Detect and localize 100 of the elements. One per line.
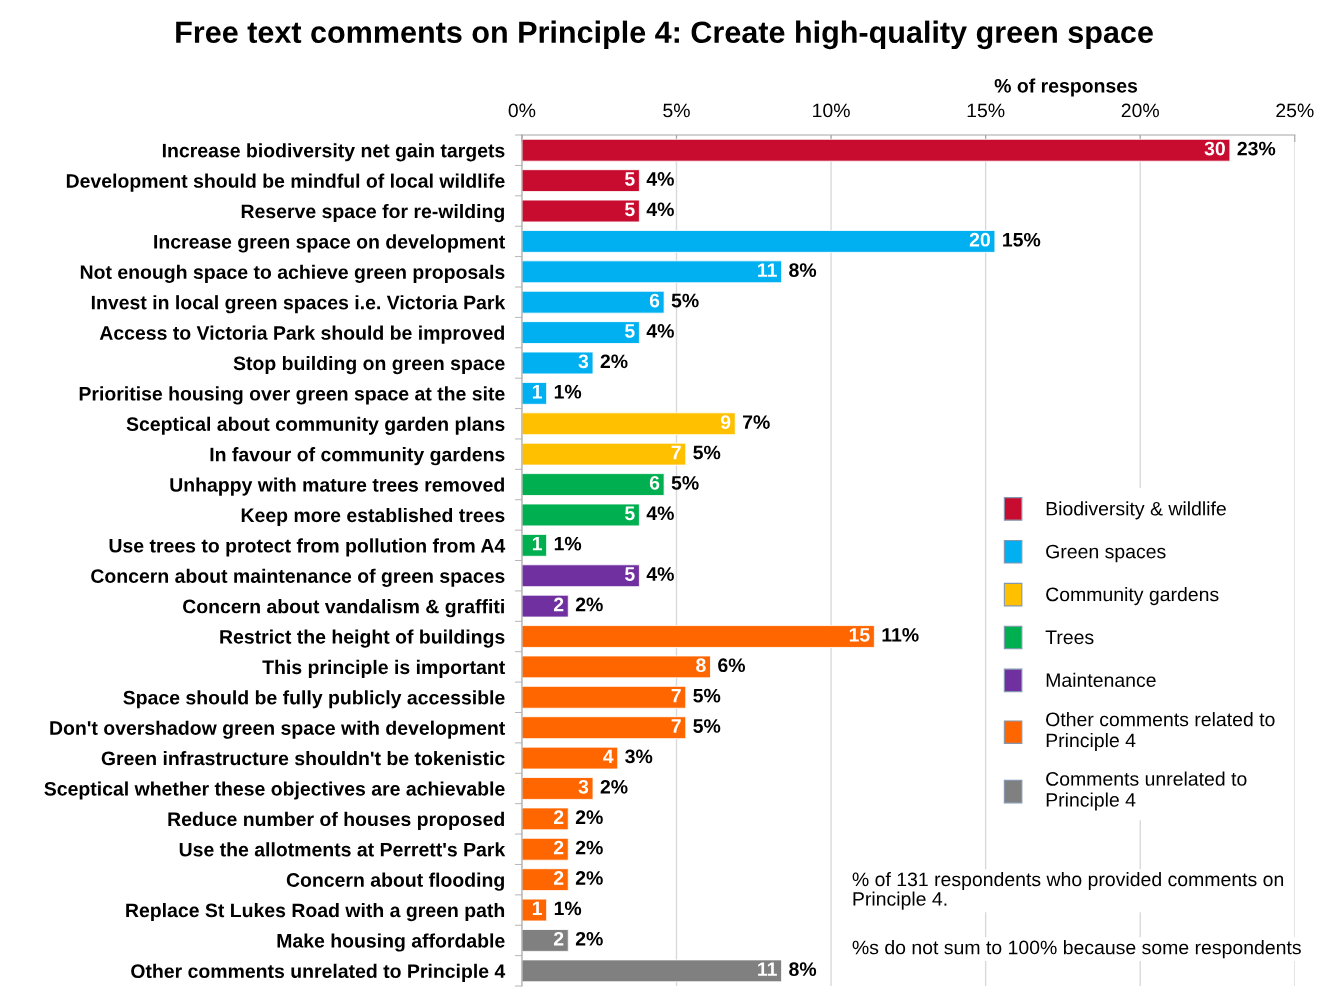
- x-tick-label: 10%: [813, 103, 850, 118]
- annotation: 11: [758, 263, 777, 277]
- annotation: 2: [553, 871, 564, 885]
- bar: [521, 625, 875, 648]
- annotation: 6: [649, 293, 660, 308]
- data-label: 23%: [1237, 141, 1276, 156]
- data-label: 8%: [789, 962, 817, 977]
- y-tick-label: Sceptical whether these objectives are achievable: [44, 781, 505, 800]
- data-label: 3%: [625, 749, 653, 764]
- y-tick-label: Reduce number of houses proposed: [168, 811, 504, 830]
- data-label: 1%: [554, 536, 582, 551]
- annotation: 4: [603, 749, 614, 764]
- bar: [521, 746, 619, 770]
- y-tick-label: Use the allotments at Perrett's Park: [179, 842, 506, 857]
- y-tick-label: Concern about vandalism & graffiti: [183, 599, 504, 618]
- bar: [521, 777, 594, 800]
- bar: [521, 868, 569, 892]
- y-tick-label: Stop building on green space: [233, 355, 505, 375]
- bar: [521, 412, 736, 436]
- data-label: 5%: [693, 719, 721, 733]
- y-tick-label: Space should be fully publicly accessible: [123, 690, 505, 709]
- bar: [521, 929, 569, 952]
- x-tick-label: 25%: [1276, 103, 1314, 118]
- annotation: 1: [532, 901, 542, 916]
- data-label: 11%: [882, 628, 919, 642]
- y-tick-label: Make housing affordable: [277, 933, 505, 952]
- data-label: 1%: [554, 384, 582, 399]
- data-label: 5%: [671, 476, 699, 490]
- bar: [521, 230, 996, 253]
- annotation: 3: [578, 779, 589, 794]
- y-tick-label: Increase green space on development: [154, 234, 506, 253]
- y-tick-label: Don't overshadow green space with development: [50, 720, 506, 739]
- y-tick-label: Other comments unrelated to Principle 4: [131, 963, 506, 982]
- annotation: 2: [553, 931, 564, 946]
- bar: [521, 260, 783, 284]
- y-tick-label: Sceptical about community garden plans: [126, 416, 505, 435]
- y-tick-label: Increase biodiversity net gain targets: [162, 143, 505, 162]
- annotation: 2: [553, 597, 564, 612]
- bar: [521, 503, 640, 527]
- annotation: 3: [578, 354, 589, 369]
- annotation: 11: [758, 962, 777, 976]
- data-label: 5%: [693, 688, 721, 703]
- y-tick-label: Prioritise housing over green space at the site: [79, 386, 505, 405]
- annotation: 9: [720, 415, 731, 429]
- annotation: 6: [649, 476, 660, 490]
- bar: [521, 685, 687, 709]
- bar: [521, 959, 783, 983]
- annotation: 15: [849, 628, 870, 642]
- annotation: 2: [553, 810, 564, 824]
- annotation: 7: [671, 445, 681, 460]
- y-tick-label: In favour of community gardens: [210, 447, 505, 466]
- data-label: 7%: [743, 415, 770, 429]
- y-tick-label: Access to Victoria Park should be improved: [99, 325, 504, 344]
- y-tick-label: Unhappy with mature trees removed: [170, 477, 504, 496]
- y-tick-label: Invest in local green spaces i.e. Victoria Park: [91, 295, 506, 314]
- legend-label: Comments unrelated to Principle 4: [1046, 771, 1247, 811]
- bar: [521, 169, 640, 192]
- x-tick-label: 0%: [508, 103, 536, 118]
- data-label: 6%: [718, 658, 746, 673]
- legend-label: Biodiversity & wildlife: [1046, 501, 1226, 520]
- y-tick-label: Green infrastructure shouldn't be tokenistic: [101, 751, 505, 766]
- annotation: 7: [671, 719, 681, 733]
- data-label: 15%: [1003, 232, 1041, 247]
- bar: [521, 594, 569, 618]
- legend-label: Other comments related to Principle 4: [1046, 712, 1275, 752]
- annotation: 20: [969, 232, 990, 247]
- data-label: 4%: [646, 202, 674, 217]
- annotation: 5: [625, 172, 635, 186]
- annotation: 7: [671, 688, 681, 703]
- y-tick-label: Replace St Lukes Road with a green path: [126, 903, 505, 922]
- data-label: 5%: [671, 293, 699, 308]
- annotation: 8: [696, 658, 706, 673]
- annotation: 30: [1204, 141, 1225, 156]
- bar: [521, 716, 687, 740]
- annotation: 5: [625, 202, 635, 217]
- y-tick-label: This principle is important: [262, 659, 506, 678]
- bar: [521, 837, 569, 861]
- y-tick-label: Use trees to protect from pollution from A4: [109, 538, 506, 557]
- x-tick-label: 20%: [1121, 103, 1159, 118]
- data-label: 2%: [575, 931, 603, 946]
- y-tick-label: Concern about flooding: [286, 872, 504, 891]
- y-tick-label: Restrict the height of buildings: [220, 629, 505, 648]
- data-label: 2%: [575, 871, 603, 885]
- bar: [521, 898, 548, 922]
- y-tick-label: Concern about maintenance of green spaces: [91, 568, 505, 587]
- data-label: 4%: [646, 506, 674, 521]
- data-label: 2%: [575, 810, 603, 825]
- data-label: 5%: [693, 445, 721, 460]
- annotation: 1: [532, 536, 542, 551]
- y-tick-label: Keep more established trees: [241, 507, 505, 527]
- legend-label: Community gardens: [1046, 587, 1219, 606]
- x-tick-label: 15%: [967, 103, 1005, 118]
- legend-label: Trees: [1045, 630, 1094, 645]
- y-tick-label: Development should be mindful of local wildlife: [66, 173, 505, 192]
- x-tick-label: 5%: [663, 103, 690, 118]
- data-label: 4%: [646, 172, 674, 186]
- data-label: 8%: [789, 263, 817, 278]
- chart-title: Free text comments on Principle 4: Create high-quality green space: [176, 20, 1153, 50]
- annotation: 5: [625, 324, 635, 338]
- data-label: 4%: [646, 567, 674, 581]
